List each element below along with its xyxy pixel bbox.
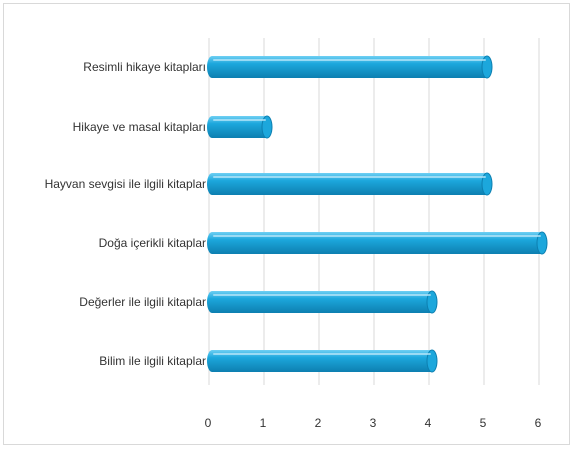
x-tick-label: 2 <box>315 416 322 430</box>
x-tick-label: 1 <box>260 416 267 430</box>
x-tick-label: 4 <box>425 416 432 430</box>
category-label: Hikaye ve masal kitapları <box>73 120 206 134</box>
category-label: Resimli hikaye kitapları <box>83 60 206 74</box>
x-tick-label: 6 <box>535 416 542 430</box>
bar <box>207 55 493 79</box>
category-label: Değerler ile ilgili kitaplar <box>79 295 206 309</box>
category-label: Doğa içerikli kitaplar <box>99 236 206 250</box>
bar <box>207 172 493 196</box>
x-tick-label: 3 <box>370 416 377 430</box>
bar <box>207 290 438 314</box>
bar <box>207 231 548 255</box>
bar <box>207 349 438 373</box>
category-label: Bilim ile ilgili kitaplar <box>99 354 206 368</box>
x-tick-label: 0 <box>205 416 212 430</box>
category-label: Hayvan sevgisi ile ilgili kitaplar <box>45 177 206 191</box>
bar <box>207 115 273 139</box>
x-tick-label: 5 <box>480 416 487 430</box>
